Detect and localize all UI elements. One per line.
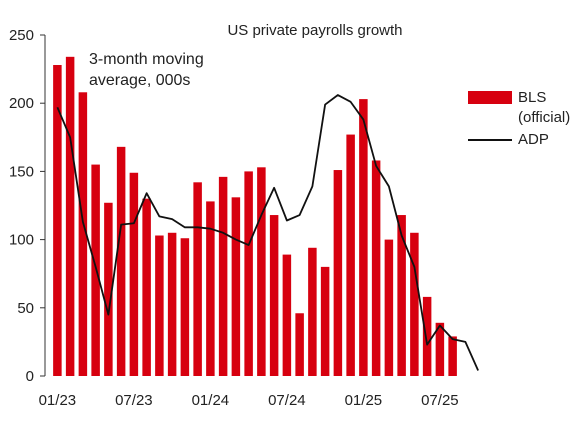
legend-item-bls: BLS (official) [468, 88, 570, 128]
bar-bls [371, 160, 381, 376]
bar-bls [269, 215, 279, 376]
legend-label-bls: BLS (official) [518, 89, 571, 126]
x-tick-label: 07/24 [268, 392, 306, 409]
bar-bls [193, 182, 202, 376]
y-tick-label: 200 [9, 95, 34, 112]
y-tick-label: 150 [9, 163, 34, 180]
x-tick-label: 01/24 [192, 392, 230, 409]
x-tick-label: 07/25 [421, 392, 459, 409]
legend-label-adp: ADP [518, 131, 549, 148]
bar-bls [422, 296, 432, 376]
legend-item-adp: ADP [468, 130, 570, 150]
bar-bls [282, 254, 292, 376]
bar-bls [116, 146, 126, 376]
y-tick-label: 250 [9, 27, 34, 44]
bar-bls [448, 336, 457, 376]
x-tick-label: 01/23 [39, 392, 77, 409]
legend-swatch-adp [468, 139, 512, 141]
chart-annotation: 3-month moving average, 000s [89, 51, 204, 89]
bar-bls [410, 232, 419, 376]
bar-bls [244, 171, 253, 376]
y-tick-label: 0 [26, 368, 34, 385]
bar-bls [359, 99, 368, 377]
bar-bls [142, 198, 151, 376]
chart-title: US private payrolls growth [227, 22, 403, 39]
bar-bls [333, 170, 343, 376]
bar-bls [320, 266, 330, 376]
y-tick-label: 100 [9, 232, 34, 249]
bar-bls [231, 197, 241, 376]
bar-bls [104, 202, 113, 376]
bar-bls [155, 235, 164, 376]
bar-bls [53, 65, 62, 376]
line-adp [56, 94, 479, 371]
legend-swatch-bls [468, 91, 512, 104]
bar-bls [129, 172, 139, 376]
bar-bls [167, 232, 177, 376]
bar-bls [295, 313, 304, 376]
bar-bls [65, 56, 75, 376]
bar-bls [257, 167, 266, 376]
bar-bls [384, 239, 394, 376]
bar-bls [218, 176, 228, 376]
bar-bls [206, 201, 215, 376]
x-tick-label: 01/25 [345, 392, 383, 409]
bar-bls [180, 238, 190, 376]
bar-bls [397, 215, 406, 376]
x-tick-label: 07/23 [115, 392, 153, 409]
bar-bls [435, 322, 445, 376]
y-tick-label: 50 [17, 300, 34, 317]
legend: BLS (official) ADP [468, 88, 570, 150]
bar-bls [308, 247, 317, 376]
bar-bls [78, 92, 88, 376]
bar-bls [346, 134, 355, 376]
